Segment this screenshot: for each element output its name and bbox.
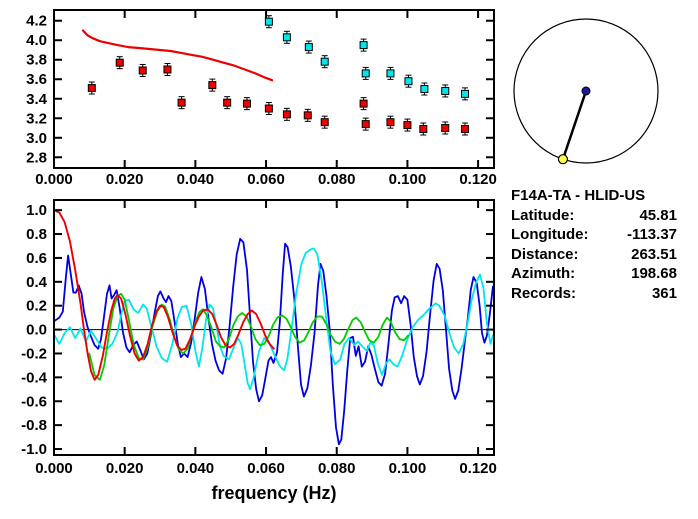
azimuth-dial <box>513 18 659 165</box>
cyan-squares-marker <box>420 85 429 93</box>
y-tick-label: 2.8 <box>26 149 47 166</box>
red-squares-marker <box>461 124 470 133</box>
azimuth-label: Azimuth: <box>511 265 576 282</box>
red-squares-marker <box>138 66 147 75</box>
y-tick-label: 1.0 <box>26 202 47 219</box>
x-tick-label: 0.040 <box>177 171 215 188</box>
dispersion-plot: 0.000 0.020 0.040 0.060 0.080 0.100 0.120 4.2 4.… <box>26 9 497 188</box>
y-tick-label: 0.2 <box>26 298 47 315</box>
x-axis-title: frequency (Hz) <box>211 483 336 503</box>
y-tick-label: -0.4 <box>21 369 48 386</box>
y-tick-label: -0.2 <box>21 345 47 362</box>
array-center-dot <box>581 86 591 96</box>
y-tick-label: 3.8 <box>26 52 47 69</box>
red-squares-marker <box>303 111 312 120</box>
red-squares-marker <box>282 110 291 119</box>
longitude-value: -113.37 <box>626 226 677 243</box>
info-row-distance: Distance: 263.51 <box>511 245 677 265</box>
info-row-longitude: Longitude: -113.37 <box>511 225 677 245</box>
x-tick-label: 0.020 <box>106 460 144 477</box>
latitude-label: Latitude: <box>511 206 575 224</box>
red-squares-marker <box>386 118 395 127</box>
y-tick-label: -0.6 <box>21 393 47 410</box>
cyan-squares-marker <box>461 89 470 98</box>
red-squares-marker <box>208 81 217 90</box>
waveform-correlation-plot: 0.000 0.020 0.040 0.060 0.080 0.100 0.120 1.0 0.… <box>21 199 497 503</box>
x-tick-label: 0.020 <box>106 171 144 188</box>
info-row-azimuth: Azimuth: 198.68 <box>511 264 677 284</box>
blue-curve <box>53 237 494 446</box>
x-tick-label: 0.060 <box>247 171 285 188</box>
y-tick-label: -1.0 <box>21 441 47 458</box>
y-tick-label: 3.6 <box>26 71 47 88</box>
x-tick-label: 0.080 <box>318 171 356 188</box>
x-tick-label: 0.000 <box>35 460 73 477</box>
red-squares-marker <box>177 98 186 107</box>
red-squares-marker <box>223 98 232 107</box>
cyan-squares <box>264 15 470 101</box>
x-tick-label: 0.100 <box>389 460 427 477</box>
station-info-panel: F14A-TA - HLID-US Latitude: 45.81 Longit… <box>511 186 677 303</box>
cyan-squares-marker <box>386 69 395 78</box>
latitude-value: 45.81 <box>639 206 677 224</box>
red-squares-marker <box>264 104 273 113</box>
x-tick-label: 0.120 <box>459 171 497 188</box>
y-tick-label: 4.2 <box>26 13 47 30</box>
azimuth-value: 198.68 <box>631 265 677 282</box>
red-squares-marker <box>361 120 370 129</box>
y-tick-label: 0.4 <box>26 274 48 291</box>
x-tick-label: 0.120 <box>459 460 497 477</box>
x-tick-label: 0.000 <box>35 171 73 188</box>
cyan-squares-marker <box>404 77 413 86</box>
info-row-records: Records: 361 <box>511 284 677 304</box>
y-tick-label: 0.8 <box>26 226 47 243</box>
red-squares-marker <box>441 124 450 133</box>
cyan-squares-marker <box>264 17 273 26</box>
distance-label: Distance: <box>511 245 579 263</box>
y-tick-label: 3.2 <box>26 110 47 127</box>
y-tick-label: 3.0 <box>26 130 47 147</box>
y-tick-label: -0.8 <box>21 417 47 434</box>
red-squares <box>87 56 470 136</box>
red-squares-marker <box>320 118 329 127</box>
y-tick-label: 3.4 <box>26 91 48 108</box>
x-tick-label: 0.100 <box>389 171 427 188</box>
red-squares-marker <box>242 99 251 108</box>
cyan-squares-marker <box>441 86 450 95</box>
great-circle-ring <box>513 18 659 164</box>
x-tick-label: 0.040 <box>177 460 215 477</box>
records-value: 361 <box>651 284 677 302</box>
info-row-latitude: Latitude: 45.81 <box>511 206 677 226</box>
cyan-curve <box>53 247 494 391</box>
cyan-squares-marker <box>282 33 291 42</box>
red-curve <box>53 209 275 381</box>
station-pair-title: F14A-TA - HLID-US <box>511 187 646 204</box>
x-tick-label: 0.080 <box>318 460 356 477</box>
cyan-squares-marker <box>320 57 329 66</box>
y-tick-label: 0.0 <box>26 322 47 339</box>
red-squares-marker <box>87 84 96 93</box>
plot-frame <box>53 9 495 169</box>
longitude-label: Longitude: <box>511 226 589 243</box>
red-model-curve <box>81 29 274 82</box>
plot-frame <box>53 199 495 456</box>
cyan-squares-marker <box>304 43 313 52</box>
red-squares-marker <box>359 99 368 108</box>
azimuth-line <box>561 90 588 160</box>
records-label: Records: <box>511 284 577 302</box>
red-squares-marker <box>403 121 412 130</box>
red-squares-marker <box>419 124 428 133</box>
x-tick-label: 0.060 <box>247 460 285 477</box>
distance-value: 263.51 <box>631 245 677 263</box>
y-tick-label: 4.0 <box>26 32 47 49</box>
y-tick-label: 0.6 <box>26 250 47 267</box>
cyan-squares-marker <box>359 41 368 50</box>
red-squares-marker <box>115 58 124 67</box>
red-squares-marker <box>163 65 172 74</box>
station-dot <box>557 154 569 165</box>
cyan-squares-marker <box>361 69 370 78</box>
